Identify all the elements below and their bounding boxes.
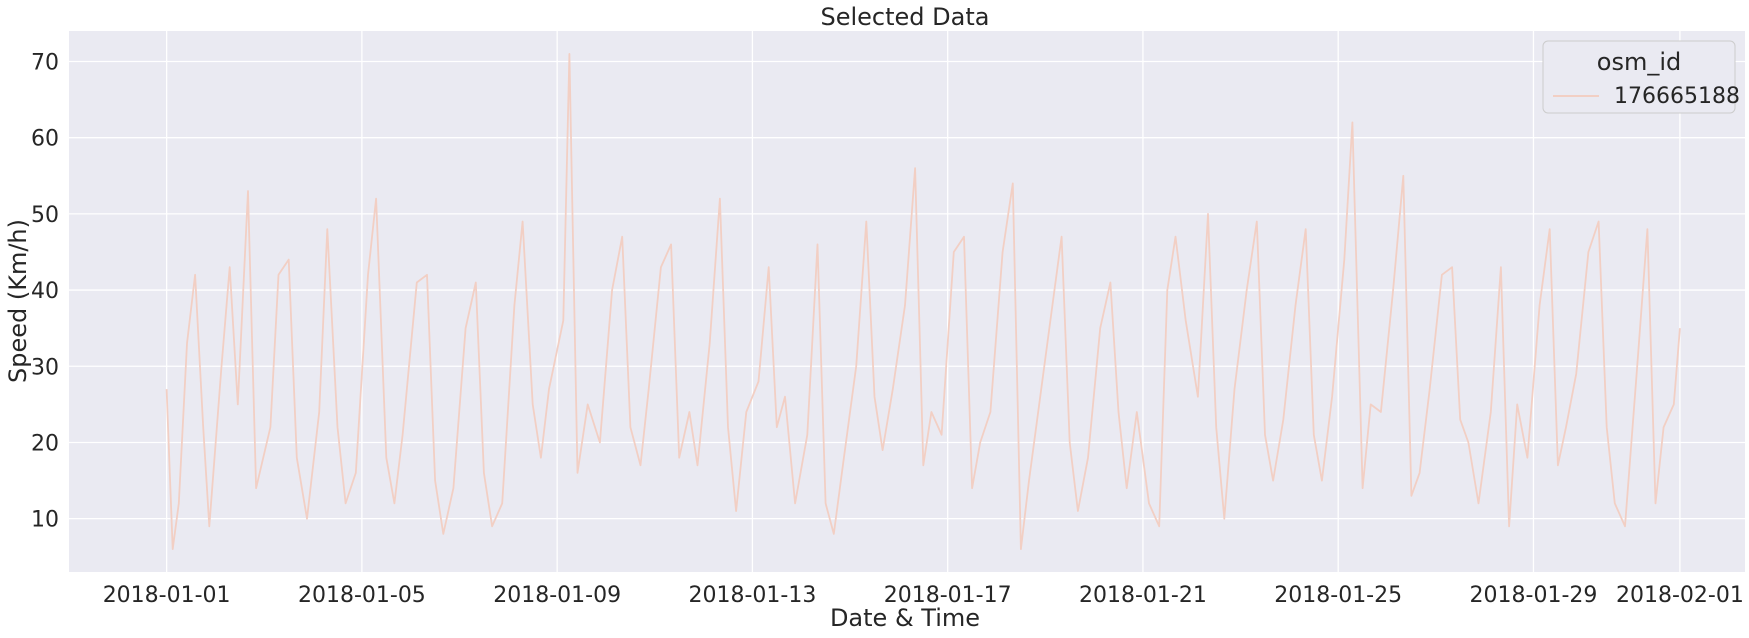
y-tick-label: 30 <box>31 355 59 380</box>
x-tick-label: 2018-01-29 <box>1470 583 1598 608</box>
x-tick-label: 2018-01-13 <box>688 583 816 608</box>
y-axis-label: Speed (Km/h) <box>4 219 32 383</box>
x-tick-label: 2018-01-05 <box>298 583 426 608</box>
y-tick-label: 10 <box>31 508 59 533</box>
y-tick-label: 60 <box>31 127 59 152</box>
x-tick-label: 2018-01-17 <box>884 583 1012 608</box>
y-tick-label: 40 <box>31 279 59 304</box>
x-tick-label: 2018-01-01 <box>103 583 231 608</box>
grid-lines <box>69 31 1745 572</box>
legend-title: osm_id <box>1597 48 1681 76</box>
x-tick-label: 2018-02-01 <box>1616 583 1744 608</box>
y-tick-labels: 10 20 30 40 50 60 70 <box>31 50 59 532</box>
plot-background <box>69 31 1745 572</box>
x-tick-label: 2018-01-25 <box>1274 583 1402 608</box>
series-layer <box>165 53 1681 550</box>
chart-title: Selected Data <box>821 3 990 31</box>
x-tick-label: 2018-01-21 <box>1079 583 1207 608</box>
x-tick-label: 2018-01-09 <box>493 583 621 608</box>
y-tick-label: 50 <box>31 203 59 228</box>
series-line-176665188 <box>165 53 1681 550</box>
x-axis-label: Date & Time <box>830 604 980 632</box>
y-tick-label: 20 <box>31 431 59 456</box>
legend-entry-label: 176665188 <box>1614 84 1740 109</box>
legend: osm_id 176665188 <box>1542 40 1740 114</box>
y-tick-label: 70 <box>31 50 59 75</box>
x-tick-labels: 2018-01-01 2018-01-05 2018-01-09 2018-01-13… <box>103 583 1744 608</box>
